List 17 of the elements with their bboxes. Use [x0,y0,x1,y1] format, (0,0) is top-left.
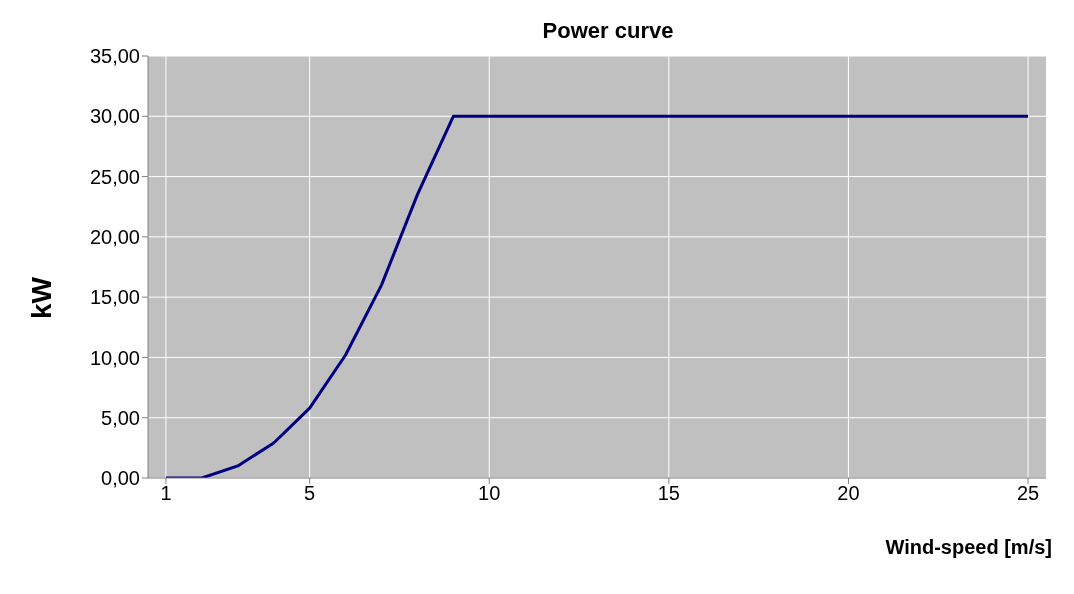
y-tick-label: 20,00 [89,225,140,248]
y-tick-label: 10,00 [89,346,140,369]
x-tick-label: 20 [837,482,860,505]
y-tick-label: 15,00 [89,286,140,309]
y-tick-label: 0,00 [101,467,140,490]
x-tick-label: 25 [1016,482,1040,505]
y-tick-label: 35,00 [89,45,140,68]
y-tick-label: 25,00 [89,165,140,188]
y-axis-title: kW [26,277,58,319]
chart-title: Power curve [541,18,675,44]
x-tick-label: 10 [478,482,501,505]
x-tick-label: 1 [160,482,172,505]
y-tick-label: 30,00 [89,105,140,128]
x-tick-label: 5 [304,482,316,505]
x-axis-title: Wind-speed [m/s] [885,536,1052,559]
y-tick-label: 5,00 [101,406,140,429]
x-tick-label: 15 [657,482,680,505]
